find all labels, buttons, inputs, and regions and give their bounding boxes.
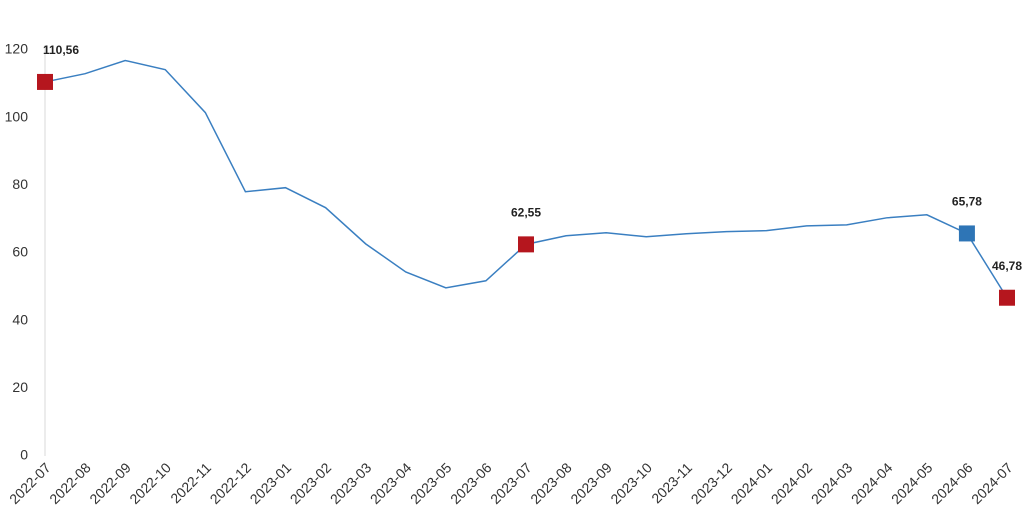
y-tick-label: 100 xyxy=(5,108,29,124)
y-tick-label: 80 xyxy=(12,176,28,192)
x-tick-label: 2023-06 xyxy=(447,459,495,507)
x-tick-label: 2022-09 xyxy=(86,459,134,507)
x-tick-label: 2023-11 xyxy=(648,459,695,506)
y-tick-label: 40 xyxy=(12,311,28,327)
x-tick-label: 2023-08 xyxy=(527,459,575,507)
value-label: 110,56 xyxy=(43,43,79,57)
x-tick-label: 2024-03 xyxy=(808,459,856,507)
value-label: 65,78 xyxy=(952,195,982,209)
marker xyxy=(958,225,975,242)
y-tick-label: 120 xyxy=(5,41,29,57)
x-tick-label: 2022-07 xyxy=(6,459,54,507)
x-tick-label: 2022-12 xyxy=(207,459,255,507)
x-tick-label: 2022-10 xyxy=(126,459,174,507)
x-tick-label: 2024-06 xyxy=(928,459,976,507)
x-tick-label: 2024-04 xyxy=(848,459,896,507)
x-tick-label: 2024-05 xyxy=(888,459,936,507)
line xyxy=(44,59,1008,299)
x-tick-label: 2023-01 xyxy=(247,459,295,507)
marker xyxy=(518,236,534,253)
y-tick-label: 20 xyxy=(12,379,28,395)
x-tick-label: 2024-01 xyxy=(728,459,776,507)
x-tick-label: 2022-11 xyxy=(167,459,214,506)
x-tick-label: 2024-02 xyxy=(768,459,816,507)
x-tick-label: 2023-07 xyxy=(487,459,535,507)
y-tick-label: 60 xyxy=(12,244,28,260)
x-tick-label: 2023-10 xyxy=(607,459,655,507)
x-tick-label: 2023-02 xyxy=(287,459,335,507)
value-label: 46,78 xyxy=(992,259,1022,273)
x-tick-label: 2024-07 xyxy=(968,459,1016,507)
value-label: 62,55 xyxy=(511,206,541,220)
marker xyxy=(37,73,53,90)
x-tick-label: 2023-09 xyxy=(567,459,615,507)
marker xyxy=(999,289,1015,306)
x-tick-label: 2023-05 xyxy=(407,459,455,507)
x-tick-label: 2022-08 xyxy=(46,459,94,507)
x-tick-label: 2023-04 xyxy=(367,459,415,507)
y-tick-label: 0 xyxy=(20,447,28,463)
x-tick-label: 2023-12 xyxy=(688,459,736,507)
x-tick-label: 2023-03 xyxy=(327,459,375,507)
